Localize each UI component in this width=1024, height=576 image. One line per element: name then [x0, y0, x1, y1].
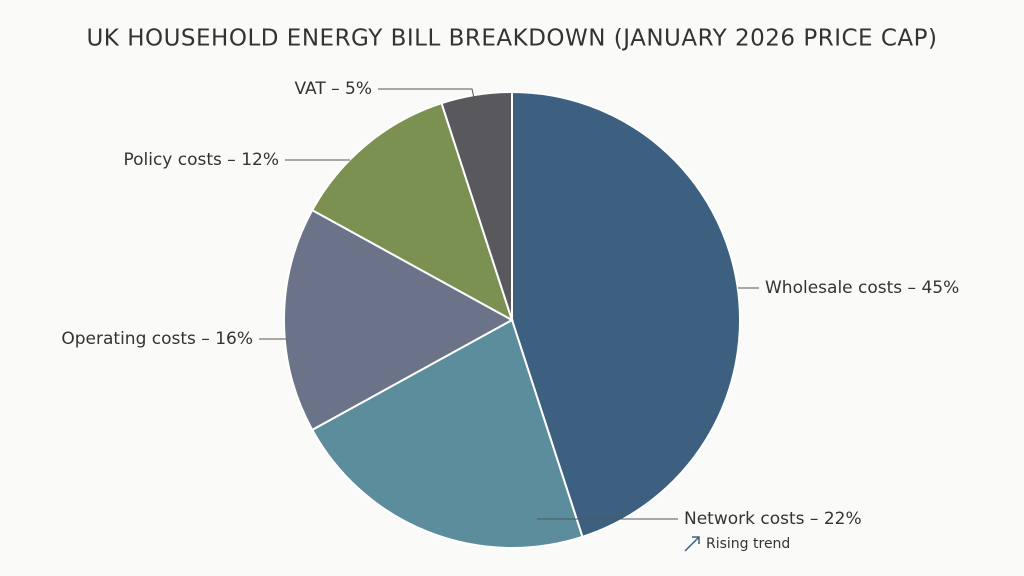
chart-title: UK HOUSEHOLD ENERGY BILL BREAKDOWN (JANU… [86, 26, 937, 52]
pie-slice [440, 90, 513, 321]
pie-slice [283, 208, 515, 432]
trend-arrow-icon [684, 536, 700, 552]
annotation: Rising trend [706, 536, 790, 552]
labels: Wholesale costs – 45% Network costs – 22%… [61, 79, 959, 529]
slice-label: Wholesale costs – 45% [765, 278, 959, 298]
leader-line [378, 88, 475, 99]
pie-slice [511, 90, 741, 539]
slice-label: Network costs – 22% [684, 509, 862, 529]
slice-label: VAT – 5% [294, 79, 372, 99]
pie-slice [310, 101, 514, 323]
pie-slice [310, 318, 584, 549]
pie [283, 90, 741, 549]
slice-label: Policy costs – 12% [123, 150, 279, 170]
slice-label: Operating costs – 16% [61, 329, 253, 349]
